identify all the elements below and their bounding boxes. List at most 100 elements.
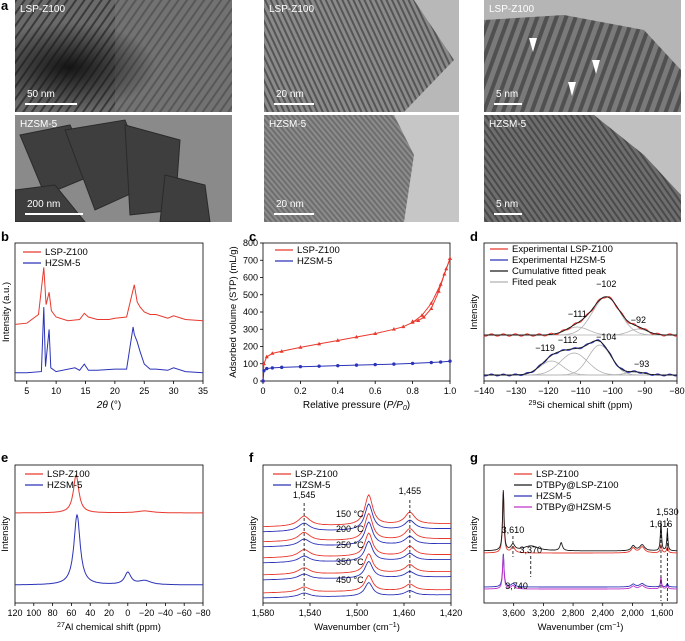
x-tick-label: 1,580	[252, 608, 275, 618]
x-tick-label: 0	[260, 386, 265, 396]
legend-entry: LSP-Z100	[536, 469, 579, 480]
y-tick-label: 300	[243, 324, 258, 334]
x-tick-label: −110	[571, 386, 591, 396]
tem-caption: HZSM-5	[20, 119, 58, 130]
series-line	[15, 474, 203, 514]
y-tick-label: 400	[243, 307, 258, 317]
spectrum-hzsm	[263, 521, 451, 548]
data-point	[429, 301, 434, 305]
scale-label: 50 nm	[27, 89, 55, 100]
data-point	[373, 362, 377, 367]
temperature-label: 250 °C	[336, 540, 364, 550]
legend-entry: Fited peak	[512, 277, 557, 288]
data-point	[436, 289, 441, 293]
x-tick-label: 2,400	[592, 608, 615, 618]
y-tick-label: 600	[243, 273, 258, 283]
peak-annotation: −102	[596, 279, 616, 289]
y-tick-label: 700	[243, 255, 258, 265]
plot-frame	[262, 242, 451, 382]
x-tick-label: 30	[169, 386, 179, 396]
legend-entry: LSP-Z100	[47, 469, 90, 480]
x-axis-label: 2θ (°)	[96, 400, 121, 411]
data-point	[265, 366, 269, 371]
peak-label: 3,740	[505, 581, 528, 591]
data-point	[442, 271, 447, 276]
x-tick-label: 5	[24, 386, 29, 396]
experimental-spectrum	[483, 296, 678, 337]
spectrum-hzsm	[263, 503, 451, 533]
y-axis-label: Intensity	[469, 294, 480, 330]
cumulative-fit	[484, 296, 677, 336]
spectrum	[484, 553, 677, 588]
experimental-spectrum	[483, 339, 678, 377]
peak-annotation: −104	[596, 332, 616, 342]
tem-caption: HZSM-5	[269, 119, 307, 130]
plot-frame	[483, 464, 678, 604]
chart-panel-e: e 120 100 80 60 40 20 0 −20 −40 −60 −80 Intensity 27A…	[0, 450, 211, 633]
x-tick-label: 1,500	[346, 608, 369, 618]
chart-panel-g: g 3,600 3,200 2,800 2,400 2,000 1,600 Intensity…	[469, 450, 679, 633]
x-tick-label: 0	[125, 608, 130, 618]
panel-label-g: g	[470, 450, 478, 465]
spectrum-lsp	[262, 512, 451, 543]
spectrum	[484, 492, 677, 554]
x-tick-label: −20	[139, 608, 154, 618]
tem-image-lsp-high: LSP-Z100 5 nm	[484, 0, 681, 112]
chart-panel-b: b 5 10 15 20 25 30 35 Intensity (a.u.) 2θ (°) LSP-…	[1, 229, 208, 411]
data-point	[335, 338, 340, 342]
data-point	[317, 341, 322, 346]
data-point	[401, 324, 406, 329]
peak-annotation: −111	[568, 309, 587, 319]
data-point	[438, 360, 443, 364]
x-tick-label: −40	[158, 608, 173, 618]
peak-label: 3,610	[502, 525, 525, 535]
temperature-label: 450 °C	[336, 575, 364, 585]
legend-entry: Experimental LSP-Z100	[512, 244, 613, 255]
data-point	[262, 368, 266, 373]
y-tick-label: 500	[243, 290, 258, 300]
chart-panel-d: d −140 −130 −120 −110 −100 −90 −80 Intensity 29Si…	[469, 229, 685, 411]
data-point	[298, 345, 303, 349]
data-point	[280, 365, 284, 370]
y-axis-label: Intensity	[248, 516, 259, 552]
data-point	[429, 360, 433, 365]
x-tick-label: 10	[51, 386, 61, 396]
y-tick-label: 800	[243, 238, 258, 248]
y-tick-label: 200	[243, 342, 258, 352]
panel-label-a: a	[1, 0, 9, 13]
panel-label-f: f	[249, 450, 254, 465]
spectrum-lsp	[263, 493, 451, 528]
data-point	[354, 363, 359, 367]
x-tick-label: 25	[139, 386, 149, 396]
tem-texture	[264, 115, 459, 222]
x-tick-label: 3,600	[502, 608, 525, 618]
data-point	[279, 349, 284, 353]
legend-entry: DTBPy@HZSM-5	[536, 502, 611, 513]
panel-label-e: e	[1, 450, 8, 465]
x-tick-label: −140	[474, 386, 494, 396]
spectrum	[484, 555, 677, 590]
tem-texture	[484, 115, 681, 222]
legend-entry: HZSM-5	[45, 258, 80, 269]
panel-label-b: b	[1, 229, 9, 244]
x-axis-label: 27Al chemical shift (ppm)	[57, 622, 161, 633]
tem-crystals	[15, 115, 232, 222]
tem-caption: HZSM-5	[489, 119, 527, 130]
temperature-label: 350 °C	[336, 557, 364, 567]
scale-bar	[494, 103, 522, 105]
peak-annotation: −119	[535, 343, 555, 353]
x-tick-label: 20	[110, 386, 120, 396]
tem-caption: LSP-Z100	[20, 4, 66, 15]
data-point	[416, 318, 421, 323]
data-point	[317, 364, 321, 368]
scale-label: 200 nm	[27, 199, 61, 210]
spectrum-hzsm	[263, 560, 451, 581]
x-tick-label: −100	[603, 386, 623, 396]
scale-bar	[25, 213, 83, 215]
y-axis-label: Intensity	[0, 516, 11, 552]
y-tick-label: 0	[253, 376, 258, 386]
x-tick-label: −60	[177, 608, 192, 618]
x-tick-label: 100	[26, 608, 41, 618]
data-point	[392, 362, 396, 366]
x-tick-label: 1.0	[444, 386, 457, 396]
